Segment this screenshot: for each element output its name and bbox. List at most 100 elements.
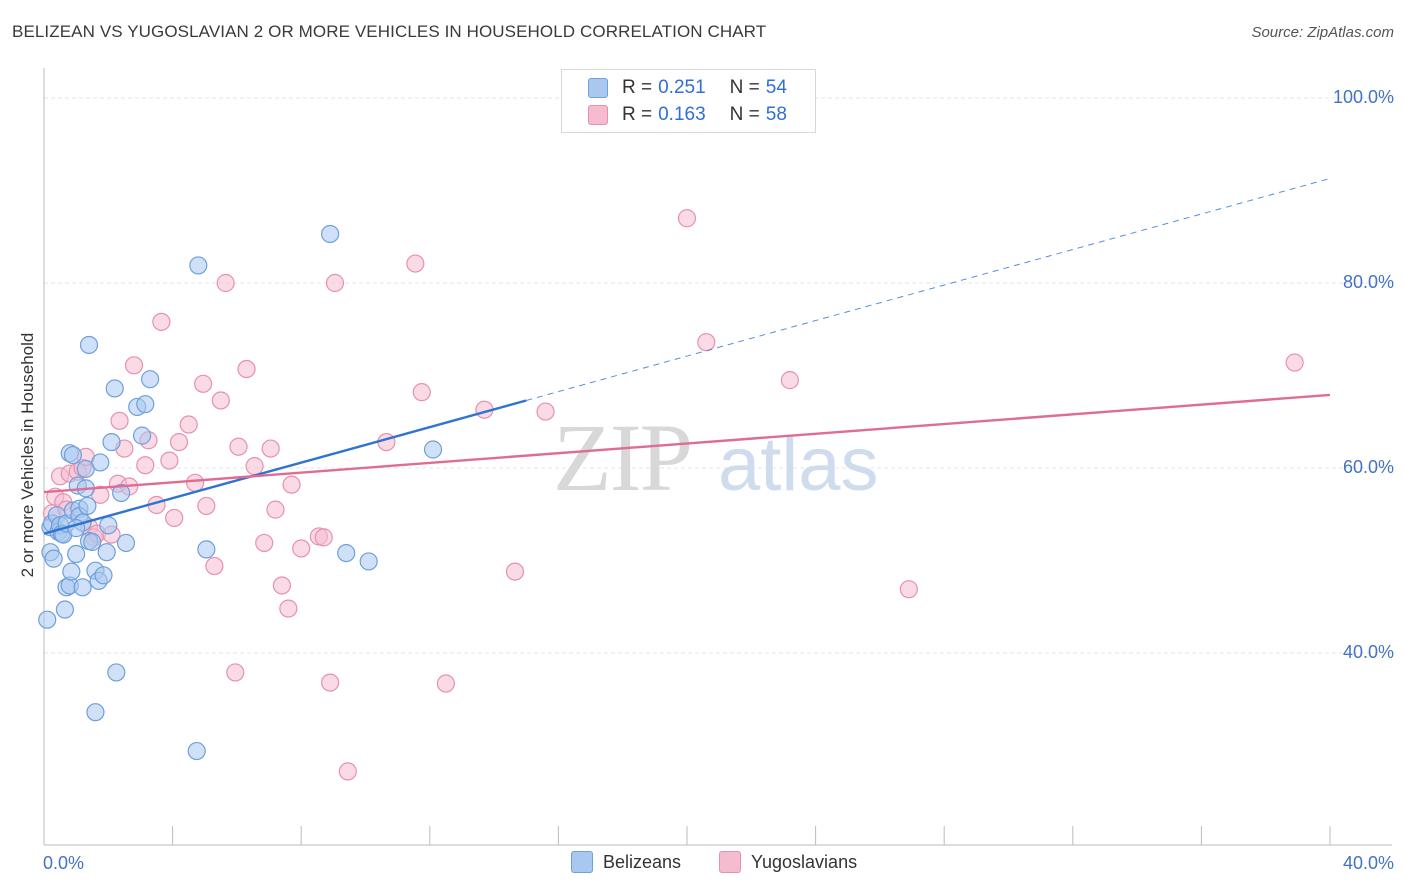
n-value-pink: 58: [765, 104, 787, 125]
belizean-point: [73, 578, 92, 597]
belizean-point: [91, 453, 110, 472]
r-label: R =: [622, 104, 653, 125]
belizean-point: [62, 562, 81, 581]
yugoslavian-point: [338, 762, 357, 781]
belizean-point: [359, 552, 378, 571]
y-tick-label: 80.0%: [1342, 272, 1394, 292]
belizean-point: [140, 370, 160, 389]
belizean-point: [423, 440, 443, 459]
yugoslavian-point: [406, 254, 425, 273]
yugoslavian-point: [292, 539, 311, 558]
yugoslavian-point: [152, 312, 171, 331]
pink-swatch-icon: [588, 105, 608, 125]
yugoslavian-point: [165, 508, 184, 528]
x-tick-min: 0.0%: [43, 853, 85, 873]
belizean-point: [94, 566, 113, 585]
r-value-pink: 0.163: [658, 104, 706, 125]
yugoslavian-point: [237, 359, 256, 379]
zipatlas-watermark: ZIP atlas: [553, 404, 879, 511]
yugoslavian-point: [899, 580, 918, 599]
blue-swatch-icon: [588, 78, 608, 98]
source-label: Source: ZipAtlas.com: [1251, 24, 1394, 41]
yugoslavian-point: [436, 674, 455, 693]
belizean-point: [116, 533, 136, 553]
yugoslavian-point: [314, 528, 333, 547]
yugoslavian-point: [229, 437, 248, 456]
yugoslavian-point: [697, 333, 716, 352]
n-label: N =: [729, 104, 760, 125]
n-label: N =: [729, 77, 760, 98]
yugoslavian-point: [325, 273, 345, 293]
yugoslavian-point: [255, 533, 274, 553]
belizean-point: [67, 544, 86, 564]
yugoslavian-point: [412, 383, 431, 402]
grid-lines: [44, 97, 1392, 654]
yugoslavian-point: [780, 371, 799, 390]
yugoslavian-point: [272, 576, 292, 595]
r-value-blue: 0.251: [658, 77, 706, 98]
belizeans-trend-extension: [526, 177, 1331, 401]
belizean-point: [79, 335, 99, 355]
legend-label-yugoslavians: Yugoslavians: [751, 851, 858, 872]
belizean-point: [112, 483, 131, 503]
correlation-legend: R = 0.251 N = 54 R = 0.163 N = 58: [561, 69, 816, 133]
chart-title: BELIZEAN VS YUGOSLAVIAN 2 OR MORE VEHICL…: [12, 22, 767, 41]
yugoslavian-point: [279, 599, 298, 618]
belizean-point: [55, 600, 74, 619]
y-tick-label: 40.0%: [1342, 642, 1394, 662]
y-tick-label: 100.0%: [1332, 87, 1394, 107]
yugoslavian-point: [226, 663, 245, 682]
belizean-point: [102, 433, 121, 452]
yugoslavian-point: [321, 673, 340, 692]
x-tick-max: 40.0%: [1342, 853, 1394, 873]
belizean-point: [97, 543, 116, 562]
belizean-point: [187, 741, 206, 761]
yugoslavian-point: [110, 411, 129, 430]
yugoslavian-point: [266, 500, 285, 519]
trend-lines: [43, 177, 1331, 535]
yugoslavian-point: [377, 433, 396, 452]
belizean-point: [136, 395, 155, 414]
yugoslavian-point: [179, 415, 198, 434]
yugoslavian-point: [136, 456, 155, 475]
legend-row-yugoslavians: R = 0.163 N = 58: [588, 104, 787, 126]
belizean-point: [83, 532, 102, 552]
legend-item-yugoslavians[interactable]: Yugoslavians: [719, 851, 857, 873]
belizean-point: [189, 256, 208, 275]
yugoslavian-point: [186, 473, 205, 492]
yugoslavian-point: [505, 562, 525, 581]
belizean-point: [197, 540, 216, 559]
belizean-point: [86, 703, 105, 722]
y-tick-label: 60.0%: [1342, 457, 1394, 477]
yugoslavian-point: [124, 356, 144, 375]
blue-swatch-icon: [571, 851, 593, 873]
yugoslavian-point: [194, 374, 213, 393]
belizean-point: [99, 516, 118, 535]
yugoslavian-point: [169, 433, 189, 452]
yugoslavian-point: [197, 496, 216, 516]
belizeans-points: [38, 224, 443, 761]
pink-swatch-icon: [719, 851, 741, 873]
yugoslavian-point: [205, 556, 224, 576]
belizeans-trend-line: [43, 399, 527, 535]
yugoslavian-point: [216, 273, 235, 293]
r-label: R =: [622, 77, 653, 98]
axes: [43, 68, 1392, 846]
yugoslavian-point: [282, 475, 301, 494]
yugoslavian-point: [536, 402, 555, 421]
belizean-point: [78, 496, 97, 516]
belizean-point: [38, 610, 57, 629]
legend-item-belizeans[interactable]: Belizeans: [571, 851, 681, 873]
watermark-zip: ZIP: [553, 404, 691, 511]
legend-label-belizeans: Belizeans: [603, 851, 682, 872]
yugoslavian-point: [160, 451, 179, 470]
n-value-blue: 54: [765, 77, 787, 98]
yugoslavian-point: [245, 457, 264, 476]
belizean-point: [132, 426, 152, 445]
belizean-point: [337, 543, 356, 563]
belizean-point: [105, 379, 124, 398]
yugoslavians-trend-line: [43, 393, 1331, 494]
belizean-point: [63, 445, 83, 465]
belizean-point: [44, 549, 63, 568]
